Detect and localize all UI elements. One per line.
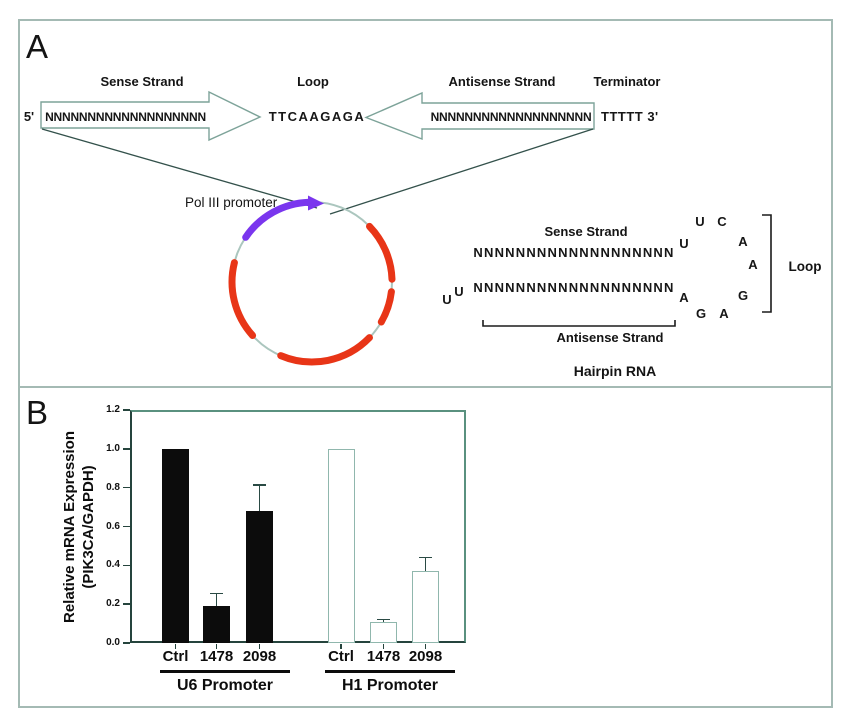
antisense-strand-label: Antisense Strand bbox=[448, 74, 556, 89]
loop-nt-4: A bbox=[738, 234, 748, 249]
y-tick bbox=[123, 642, 130, 644]
hairpin-loop-label: Loop bbox=[788, 259, 822, 274]
bar-h1-1478 bbox=[370, 621, 397, 643]
error-bar-line bbox=[424, 557, 427, 575]
bar-h1-ctrl bbox=[327, 448, 355, 643]
loop-nt-9: A bbox=[679, 290, 689, 305]
y-tick bbox=[123, 564, 130, 567]
error-bar-cap bbox=[253, 483, 266, 486]
bar-h1-2098 bbox=[412, 571, 439, 643]
y-tick-label: 0.0 bbox=[106, 637, 120, 648]
y-tick bbox=[123, 409, 130, 411]
category-label: 2098 bbox=[408, 648, 443, 665]
group-label: H1 Promoter bbox=[341, 677, 439, 694]
x-tick bbox=[258, 644, 261, 649]
sense-strand-label: Sense Strand bbox=[100, 74, 184, 89]
pol-iii-promoter-label: Pol III promoter bbox=[185, 195, 278, 210]
loop-label: Loop bbox=[297, 74, 329, 89]
y-tick-label: 0.2 bbox=[106, 598, 120, 610]
x-tick bbox=[382, 644, 385, 649]
loop-nt-7: A bbox=[719, 306, 729, 321]
y-tick-label: 0.6 bbox=[106, 520, 120, 532]
y-tick-label: 1.0 bbox=[106, 442, 120, 454]
loop-nt-1: U bbox=[679, 236, 689, 251]
loop-nt-3: C bbox=[717, 214, 727, 229]
panel-b-box bbox=[18, 388, 833, 708]
loop-nt-5: A bbox=[748, 257, 758, 272]
error-bar-line bbox=[258, 484, 261, 514]
panel-b-label: B bbox=[26, 394, 49, 431]
overhang-u1: U bbox=[442, 292, 452, 307]
error-bar-cap bbox=[210, 592, 223, 595]
hairpin-caption: Hairpin RNA bbox=[573, 363, 657, 379]
hairpin-sense-label: Sense Strand bbox=[544, 224, 628, 239]
category-label: 2098 bbox=[242, 648, 277, 665]
group-label: U6 Promoter bbox=[176, 677, 274, 694]
category-label: Ctrl bbox=[328, 648, 354, 665]
category-label: Ctrl bbox=[162, 648, 189, 665]
x-tick bbox=[424, 644, 427, 649]
error-bar-line bbox=[215, 593, 218, 610]
x-tick bbox=[340, 644, 342, 649]
category-label: 1478 bbox=[366, 648, 401, 665]
group-underline bbox=[325, 670, 455, 673]
y-tick bbox=[123, 486, 130, 489]
overhang-u2: U bbox=[454, 284, 464, 299]
y-tick-label: 0.8 bbox=[106, 481, 120, 493]
x-tick bbox=[215, 644, 218, 649]
loop-nt-6: G bbox=[737, 288, 749, 303]
hairpin-sense-sequence: NNNNNNNNNNNNNNNNNNN bbox=[473, 245, 675, 260]
loop-nt-8: G bbox=[695, 306, 707, 321]
antisense-sequence: NNNNNNNNNNNNNNNNNNN bbox=[430, 110, 592, 124]
bar-u6-2098 bbox=[246, 510, 273, 643]
loop-sequence: TTCAAGAGA bbox=[268, 109, 366, 124]
plot-frame bbox=[130, 410, 466, 643]
category-label: 1478 bbox=[199, 648, 234, 665]
y-tick bbox=[123, 448, 130, 450]
five-prime-label: 5' bbox=[23, 109, 35, 124]
terminator-sequence: TTTTT 3' bbox=[601, 109, 659, 124]
y-tick bbox=[123, 603, 130, 605]
error-bar-cap bbox=[377, 618, 390, 621]
error-bar-cap bbox=[419, 556, 432, 559]
hairpin-antisense-label: Antisense Strand bbox=[556, 330, 664, 345]
bar-u6-ctrl bbox=[162, 448, 189, 643]
panel-a-label: A bbox=[26, 28, 49, 65]
loop-nt-2: U bbox=[695, 214, 705, 229]
hairpin-antisense-sequence: NNNNNNNNNNNNNNNNNNN bbox=[473, 280, 675, 295]
group-underline bbox=[160, 670, 290, 673]
bar-u6-1478 bbox=[203, 606, 230, 643]
x-tick bbox=[174, 644, 177, 649]
terminator-label: Terminator bbox=[593, 74, 661, 89]
y-tick-label: 0.4 bbox=[106, 559, 120, 571]
sense-sequence: NNNNNNNNNNNNNNNNNNN bbox=[45, 110, 206, 124]
y-tick bbox=[123, 525, 130, 528]
y-tick-label: 1.2 bbox=[106, 404, 120, 415]
